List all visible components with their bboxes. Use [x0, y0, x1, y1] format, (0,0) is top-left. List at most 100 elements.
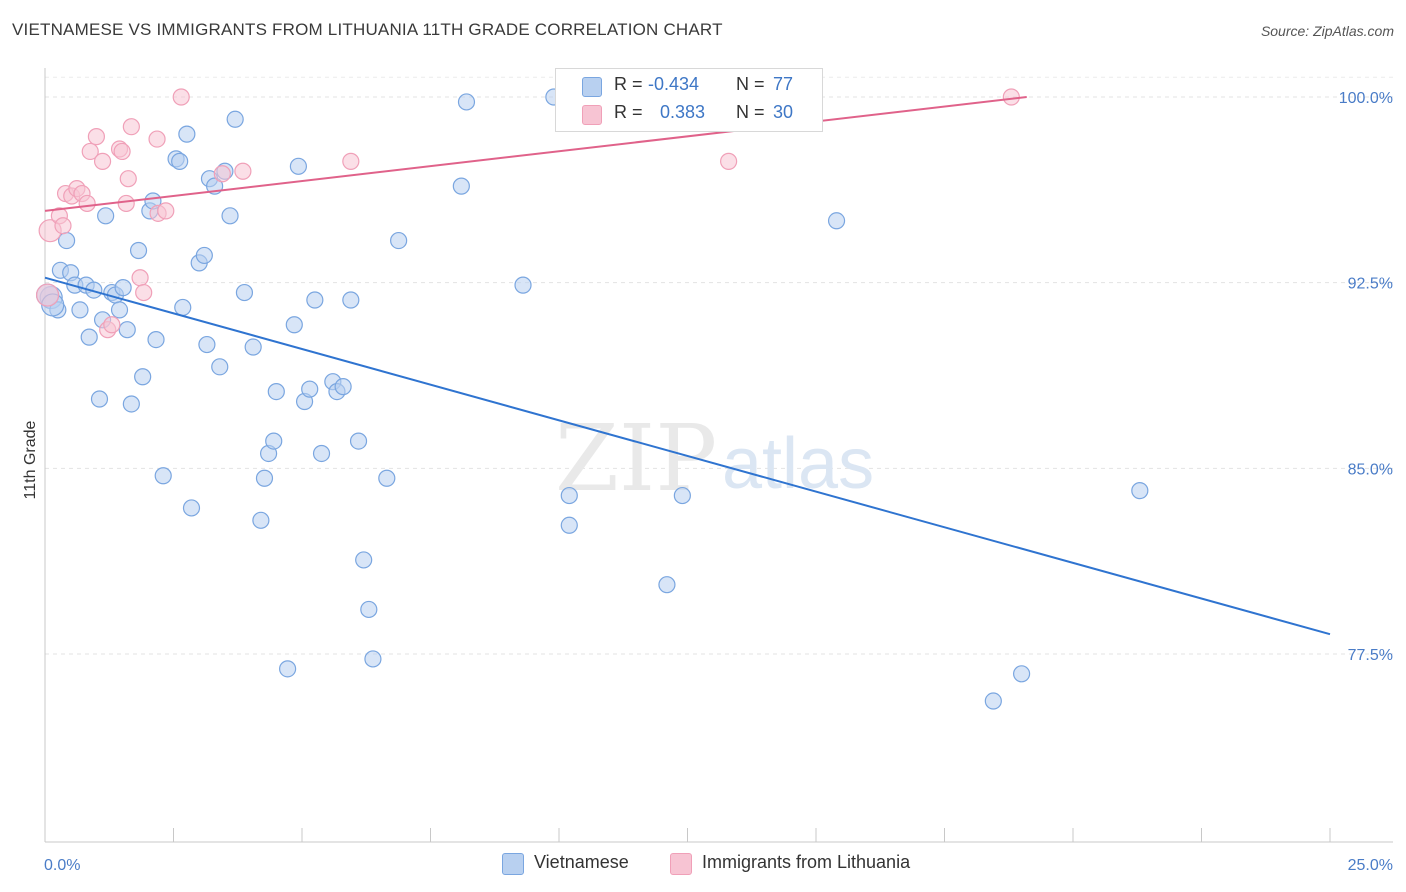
legend-r-value: 0.383: [660, 102, 706, 122]
lithuania-point-12: [103, 316, 121, 334]
vietnamese-point-48: [289, 157, 308, 175]
vietnamese-point-73: [1012, 665, 1031, 683]
vietnamese-point-65: [514, 276, 532, 294]
bottom-legend-swatch-lithuania: [670, 853, 692, 875]
lithuania-point-10: [93, 152, 112, 170]
watermark-zip: ZIP: [555, 405, 717, 512]
lithuania-point-18: [131, 269, 149, 287]
lithuania-point-7: [78, 194, 96, 213]
vietnamese-point-16: [114, 279, 132, 297]
vietnamese-point-55: [334, 378, 352, 396]
vietnamese-point-68: [560, 516, 578, 534]
vietnamese-point-23: [147, 331, 165, 349]
vietnamese-point-9: [85, 281, 103, 299]
vietnamese-point-18: [122, 395, 140, 413]
axes: [44, 68, 1393, 843]
chart-title: VIETNAMESE VS IMMIGRANTS FROM LITHUANIA …: [12, 20, 723, 39]
x-tick-label-min: 0.0%: [44, 857, 80, 874]
vietnamese-point-32: [198, 335, 216, 354]
lithuania-point-8: [81, 142, 99, 161]
vietnamese-point-52: [312, 444, 331, 463]
lithuania-point-19: [135, 283, 153, 302]
vietnamese-point-31: [195, 246, 213, 265]
vietnamese-point-10: [90, 390, 109, 408]
vietnamese-point-3: [57, 231, 76, 250]
vietnamese-point-40: [244, 338, 262, 356]
vietnamese-point-59: [360, 600, 378, 619]
vietnamese-point-27: [174, 298, 192, 317]
vietnamese-point-41: [252, 511, 270, 529]
series-lithuania-points: [35, 88, 1020, 339]
vietnamese-point-61: [378, 469, 396, 487]
legend-r-value: -0.434: [648, 74, 700, 94]
vietnamese-point-37: [221, 207, 239, 225]
bottom-legend-swatch-vietnamese: [502, 853, 524, 875]
vietnamese-point-28: [178, 125, 196, 143]
grid-lines: [45, 76, 1393, 655]
vietnamese-point-72: [984, 692, 1002, 710]
y-tick-label-0: 77.5%: [1348, 647, 1393, 664]
lithuania-point-27: [720, 152, 738, 170]
legend-n-label: N =: [736, 74, 765, 94]
y-tick-labels: 77.5% 85.0% 92.5% 100.0%: [1339, 90, 1393, 664]
y-axis-label: 11th Grade: [22, 420, 39, 499]
vietnamese-point-8: [80, 328, 98, 346]
lithuania-point-14: [113, 142, 131, 161]
vietnamese-point-57: [349, 432, 368, 450]
vietnamese-point-45: [267, 382, 285, 401]
lithuania-point-28: [1002, 88, 1020, 106]
vietnamese-point-70: [673, 486, 691, 505]
legend-r-label: R =: [614, 74, 643, 94]
vietnamese-point-24: [154, 467, 172, 485]
legend-row-lithuania: R = 0.383 N = 30: [556, 102, 822, 128]
lithuania-point-25: [234, 162, 252, 180]
lithuania-trend-line: [44, 96, 1027, 212]
vietnamese-point-6: [71, 301, 89, 319]
y-tick-label-2: 92.5%: [1348, 276, 1393, 293]
vietnamese-point-35: [211, 358, 229, 376]
vietnamese-point-58: [355, 551, 373, 569]
lithuania-point-9: [87, 128, 106, 146]
trend-lines: [44, 96, 1331, 636]
vietnamese-point-60: [364, 650, 382, 668]
vietnamese-point-29: [182, 499, 201, 517]
vietnamese-point-42: [255, 469, 274, 487]
lithuania-point-24: [213, 165, 231, 183]
vietnamese-point-12: [97, 207, 115, 225]
series-vietnamese-points: [35, 88, 1149, 710]
lithuania-point-20: [148, 130, 166, 148]
lithuania-point-2: [54, 217, 72, 235]
vietnamese-point-74: [1131, 482, 1149, 500]
vietnamese-point-71: [827, 212, 846, 230]
vietnamese-point-64: [457, 93, 476, 111]
legend-swatch-vietnamese: [582, 77, 602, 97]
vietnamese-point-67: [560, 486, 578, 505]
lithuania-point-22: [157, 202, 175, 220]
legend-n-value: 30: [773, 102, 794, 122]
vietnamese-point-15: [110, 301, 129, 319]
lithuania-point-26: [342, 152, 360, 170]
vietnamese-point-38: [226, 110, 244, 128]
vietnamese-point-44: [265, 432, 283, 450]
legend-n-value: 77: [773, 74, 794, 94]
vietnamese-trend-line: [44, 276, 1331, 636]
legend: R = -0.434 N = 77 R = 0.383 N = 30: [555, 68, 823, 132]
vietnamese-point-46: [279, 660, 297, 678]
vietnamese-point-19: [129, 241, 148, 260]
vietnamese-point-69: [658, 576, 676, 594]
bottom-legend-vietnamese: Vietnamese: [534, 852, 629, 872]
y-tick-label-1: 85.0%: [1348, 461, 1393, 478]
vietnamese-point-63: [452, 177, 470, 195]
vietnamese-point-26: [171, 152, 189, 170]
vietnamese-point-47: [285, 316, 303, 334]
legend-n-label: N =: [736, 102, 765, 122]
legend-r-label: R =: [614, 102, 643, 122]
lithuania-point-23: [172, 88, 190, 106]
watermark-atlas: atlas: [722, 424, 874, 504]
x-tick-label-max: 25.0%: [1348, 857, 1393, 874]
lithuania-point-29: [35, 283, 60, 307]
bottom-legend-lithuania: Immigrants from Lithuania: [702, 852, 911, 872]
legend-row-vietnamese: R = -0.434 N = 77: [556, 74, 822, 100]
legend-swatch-lithuania: [582, 105, 602, 125]
